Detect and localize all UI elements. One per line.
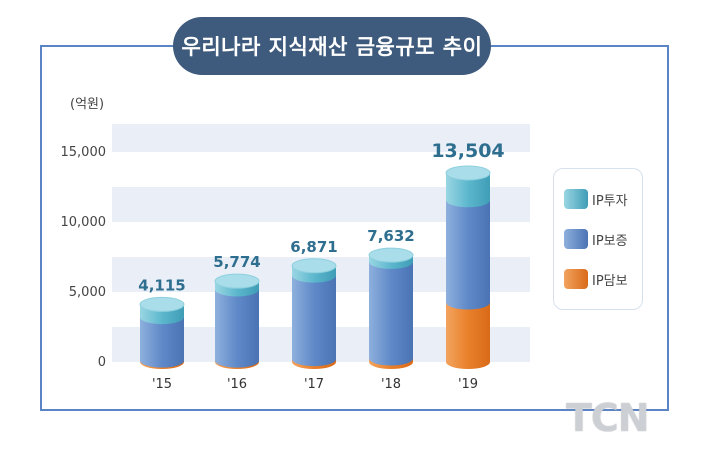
- legend-swatch-ip-dambo: [564, 269, 588, 289]
- data-label-total: 13,504: [431, 140, 504, 162]
- bar-top-cap: [445, 165, 491, 181]
- grid-band: [112, 124, 530, 152]
- bar-segment-ip-bojeung: [292, 275, 336, 367]
- bar-segment-ip-bojeung: [215, 289, 259, 368]
- legend-swatch-ip-tuja: [564, 189, 588, 209]
- legend-item-ip-dambo: IP담보: [564, 269, 628, 289]
- x-tick-label: '16: [227, 377, 247, 392]
- data-label-total: 4,115: [138, 276, 185, 294]
- x-tick-label: '18: [381, 377, 401, 392]
- y-tick-label: 10,000: [61, 215, 107, 230]
- bar-top-cap: [368, 247, 414, 263]
- x-tick-label: '19: [458, 377, 478, 392]
- legend-label-ip-bojeung: IP보증: [592, 233, 628, 249]
- bar-top-cap: [139, 296, 185, 312]
- legend-label-ip-tuja: IP투자: [592, 193, 628, 209]
- legend-item-ip-bojeung: IP보증: [564, 229, 628, 249]
- data-label-total: 7,632: [367, 227, 414, 245]
- bar-segment-ip-bojeung: [446, 200, 490, 310]
- watermark-logo: TCN: [566, 396, 650, 440]
- bar-segment-ip-dambo: [446, 302, 490, 369]
- data-label-total: 6,871: [290, 238, 337, 256]
- legend-label-ip-dambo: IP담보: [592, 273, 628, 289]
- bar-segment-ip-bojeung: [369, 261, 413, 366]
- chart-legend: IP투자 IP보증 IP담보: [553, 168, 643, 310]
- bar-segment-ip-tuja: [446, 172, 490, 208]
- data-label-total: 5,774: [213, 253, 260, 271]
- legend-swatch-ip-bojeung: [564, 229, 588, 249]
- y-unit-label: (억원): [70, 97, 104, 112]
- y-tick-label: 5,000: [69, 285, 106, 300]
- chart-title: 우리나라 지식재산 금융규모 추이: [173, 17, 491, 75]
- y-tick-label: 15,000: [61, 145, 107, 160]
- x-tick-label: '15: [152, 377, 172, 392]
- x-tick-label: '17: [304, 377, 324, 392]
- bar-top-cap: [291, 258, 337, 274]
- bar-top-cap: [214, 273, 260, 289]
- legend-item-ip-tuja: IP투자: [564, 189, 628, 209]
- bar-segment-ip-bojeung: [140, 317, 185, 368]
- y-tick-label: 0: [98, 355, 106, 370]
